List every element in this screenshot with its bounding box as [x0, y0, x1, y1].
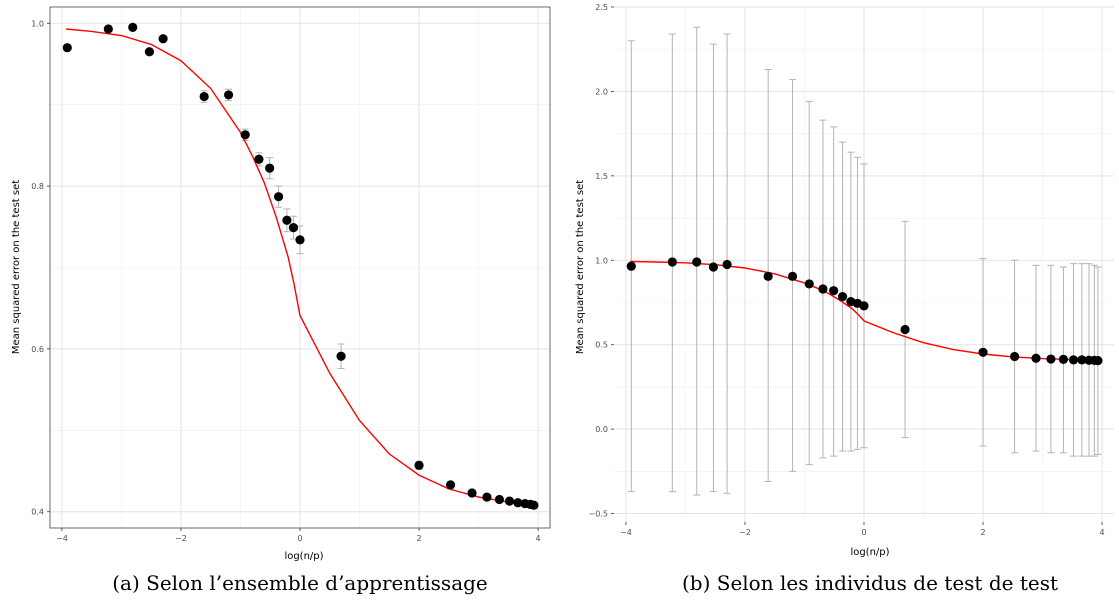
fit-curve [66, 28, 534, 506]
data-point [1046, 354, 1056, 364]
data-point [254, 154, 264, 164]
data-point [722, 259, 732, 270]
y-tick-label: −0.5 [589, 510, 608, 519]
data-point [414, 460, 424, 470]
data-point [859, 301, 869, 311]
data-point [273, 192, 284, 202]
data-point [818, 284, 828, 294]
data-point [445, 480, 456, 490]
x-tick-label: 2 [981, 528, 986, 537]
data-point [829, 286, 839, 296]
y-tick-label: 0.5 [595, 341, 608, 350]
data-point [1077, 355, 1087, 365]
data-point [804, 279, 814, 289]
data-point [1009, 351, 1020, 362]
data-point [692, 257, 702, 267]
data-point [1068, 355, 1079, 365]
data-point [282, 215, 292, 225]
x-tick-label: 0 [297, 534, 302, 543]
x-tick-label: −4 [620, 528, 632, 537]
data-point [978, 347, 988, 357]
data-point [265, 163, 275, 173]
y-tick-label: 0.0 [595, 425, 608, 434]
x-tick-label: −4 [56, 534, 68, 543]
data-point [513, 498, 523, 508]
data-point [900, 324, 910, 335]
data-point [295, 235, 305, 245]
points-a [62, 22, 539, 510]
caption-b: (b) Selon les individus de test de test [682, 571, 1058, 595]
y-tick-label: 2.5 [595, 3, 608, 12]
data-point [708, 262, 719, 272]
data-point [467, 488, 477, 498]
y-tick-label: 0.8 [31, 182, 44, 191]
data-point [1031, 353, 1041, 363]
x-tick-label: −2 [175, 534, 187, 543]
data-point [667, 257, 677, 267]
chart-panel-b: Mean squared error on the test set log(n… [575, 3, 1114, 595]
data-point [223, 90, 234, 100]
x-axis-title-b: log(n/p) [850, 547, 889, 558]
data-point [494, 494, 505, 505]
y-tick-label: 0.4 [31, 508, 44, 517]
error-bars-a [104, 25, 538, 507]
grid-a [50, 7, 550, 528]
data-point [288, 223, 299, 233]
y-tick-label: 2.0 [595, 87, 608, 96]
data-point [144, 47, 155, 57]
data-point [626, 261, 636, 271]
y-tick-label: 1.0 [31, 19, 44, 28]
y-axis-title-a: Mean squared error on the test set [11, 180, 22, 354]
x-tick-label: 0 [861, 528, 866, 537]
data-point [1058, 354, 1069, 364]
x-tick-label: 4 [1100, 528, 1105, 537]
x-tick-label: 4 [536, 534, 541, 543]
data-point [504, 496, 515, 506]
data-point [1093, 355, 1103, 366]
data-point [837, 291, 848, 302]
data-point [128, 22, 138, 32]
data-point [787, 271, 798, 281]
data-point [103, 24, 113, 34]
data-point [199, 91, 209, 102]
points-b [626, 257, 1103, 366]
data-point [336, 351, 346, 361]
data-point [240, 130, 250, 140]
x-tick-label: 2 [417, 534, 422, 543]
y-tick-label: 0.6 [31, 345, 44, 354]
y-tick-label: 1.0 [595, 256, 608, 265]
x-tick-label: −2 [739, 528, 751, 537]
data-point [763, 271, 773, 281]
data-point [158, 34, 168, 44]
data-point [62, 43, 72, 53]
x-axis-title-a: log(n/p) [284, 551, 323, 562]
y-axis-title-b: Mean squared error on the test set [575, 180, 586, 354]
data-point [529, 500, 539, 510]
caption-a: (a) Selon l’ensemble d’apprentissage [112, 571, 488, 595]
chart-panel-a: Mean squared error on the test set log(n… [11, 6, 551, 595]
data-point [482, 492, 492, 502]
y-tick-label: 1.5 [595, 172, 608, 181]
